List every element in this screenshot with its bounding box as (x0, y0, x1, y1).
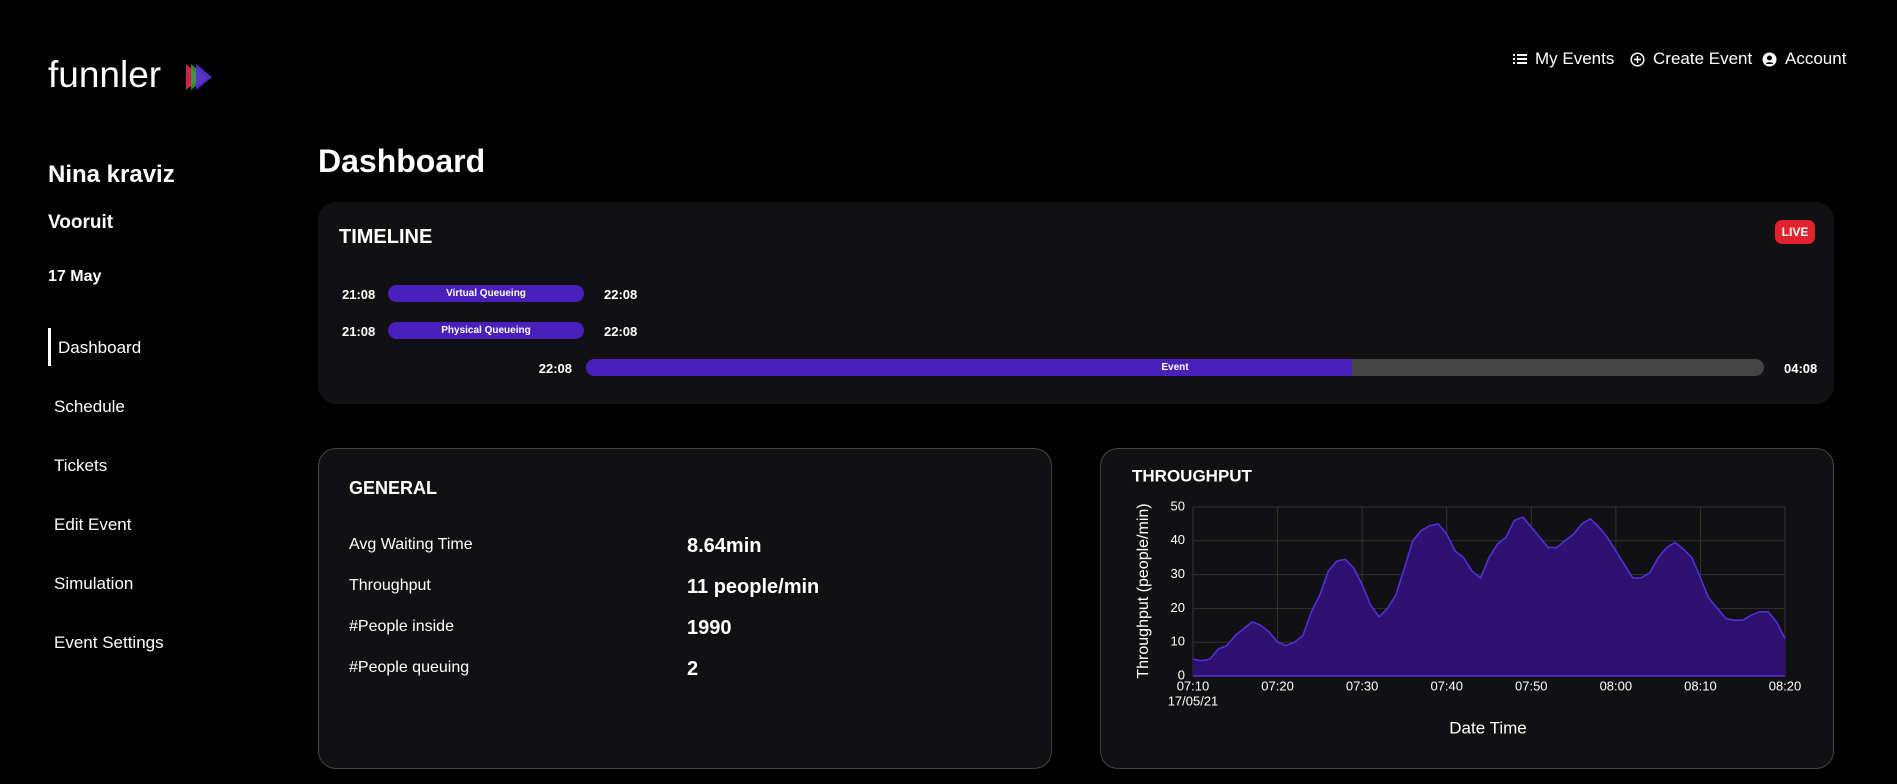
nav-account[interactable]: Account (1762, 49, 1846, 69)
y-tick-label: 40 (1171, 532, 1185, 547)
end-time: 22:08 (604, 287, 638, 302)
end-time: 22:08 (604, 324, 638, 339)
card-title: TIMELINE (339, 226, 433, 248)
general-card: GENERAL Avg Waiting Time 8.64min Through… (318, 448, 1052, 769)
menu-item[interactable]: Edit Event (54, 515, 132, 534)
timeline-card: TIMELINE LIVE 21:08 Virtual Queueing 22:… (318, 202, 1834, 404)
menu-item[interactable]: Tickets (54, 456, 108, 475)
chart: THROUGHPUT Date Time Throughput (people/… (1132, 466, 1802, 737)
event-label: Event (1161, 362, 1189, 373)
chart-title: THROUGHPUT (1132, 466, 1253, 485)
end-time: 04:08 (1784, 361, 1818, 376)
x-axis-title: Date Time (1449, 718, 1526, 737)
logo[interactable]: funnler (48, 54, 162, 95)
x-tick-label: 07:30 (1346, 678, 1379, 693)
nav-label[interactable]: Create Event (1653, 49, 1753, 68)
nav-create-event[interactable]: Create Event (1630, 49, 1752, 69)
start-time: 21:08 (342, 324, 376, 339)
active-indicator (48, 328, 51, 366)
menu-item[interactable]: Simulation (54, 574, 134, 593)
stat-label: #People queuing (349, 659, 470, 676)
nav-label[interactable]: Account (1785, 49, 1847, 68)
y-tick-label: 30 (1171, 566, 1185, 581)
nav-label[interactable]: My Events (1535, 49, 1615, 68)
phase-bar: Physical Queueing (388, 322, 584, 339)
menu-item[interactable]: Schedule (54, 397, 125, 416)
x-tick-date: 17/05/21 (1168, 693, 1219, 708)
y-tick-label: 20 (1171, 600, 1185, 615)
y-axis-title: Throughput (people/min) (1135, 503, 1152, 678)
y-tick-label: 50 (1171, 498, 1185, 513)
stat-label: Throughput (349, 577, 431, 594)
stat-value: 11 people/min (687, 576, 820, 598)
event-date: 17 May (48, 268, 102, 285)
x-tick-label: 07:10 (1177, 678, 1210, 693)
logo-icon (186, 64, 212, 90)
stat-label: Avg Waiting Time (349, 536, 473, 553)
menu-item[interactable]: Dashboard (58, 338, 142, 357)
stat-value: 2 (687, 658, 699, 680)
event-name: Nina kraviz (48, 161, 175, 188)
account-icon (1762, 52, 1777, 66)
start-time: 21:08 (342, 287, 376, 302)
event-track: Event (586, 359, 1764, 376)
card-title: GENERAL (349, 478, 438, 498)
y-tick-label: 10 (1171, 634, 1185, 649)
live-badge: LIVE (1775, 220, 1815, 244)
phase-bar: Virtual Queueing (388, 285, 584, 302)
page-title: Dashboard (318, 143, 486, 179)
venue: Vooruit (48, 212, 114, 233)
x-tick-label: 08:10 (1684, 678, 1717, 693)
x-tick-label: 07:50 (1515, 678, 1548, 693)
start-time: 22:08 (538, 361, 572, 376)
nav-my-events[interactable]: My Events (1513, 49, 1614, 69)
stat-value: 8.64min (687, 535, 762, 557)
list-icon (1513, 54, 1527, 64)
throughput-card: THROUGHPUT Date Time Throughput (people/… (1100, 448, 1834, 769)
x-tick-label: 08:00 (1600, 678, 1633, 693)
x-tick-label: 07:40 (1430, 678, 1463, 693)
x-tick-label: 07:20 (1261, 678, 1294, 693)
stat-value: 1990 (687, 617, 732, 639)
line (1192, 516, 1786, 662)
stat-label: #People inside (349, 618, 454, 635)
area (1193, 517, 1785, 676)
event-progress (586, 359, 1352, 376)
plus-icon (1630, 51, 1645, 67)
x-tick-label: 08:20 (1769, 678, 1802, 693)
menu-item[interactable]: Event Settings (54, 633, 164, 652)
y-tick-label: 0 (1178, 667, 1185, 682)
